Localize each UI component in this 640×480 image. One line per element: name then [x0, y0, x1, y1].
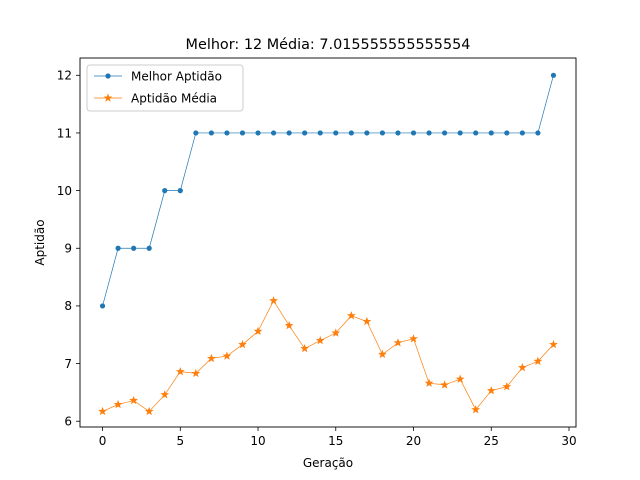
data-point [193, 130, 199, 136]
x-tick-label: 0 [99, 434, 107, 448]
legend-label: Aptidão Média [131, 91, 217, 105]
data-point [253, 326, 263, 336]
legend-marker [103, 93, 113, 102]
legend-label: Melhor Aptidão [131, 69, 222, 83]
x-tick-label: 30 [561, 434, 576, 448]
data-point [379, 130, 386, 136]
legend-box [86, 64, 244, 112]
x-axis-label: Geração [303, 456, 353, 470]
data-point [364, 130, 370, 136]
data-point [284, 320, 294, 330]
data-point [175, 367, 185, 376]
data-point [440, 380, 449, 389]
data-point [348, 130, 354, 136]
data-point [504, 130, 510, 136]
data-point [488, 130, 494, 136]
data-point [517, 363, 527, 372]
data-point [146, 245, 152, 251]
legend: Melhor Aptidão Aptidão Média [86, 64, 244, 112]
data-point [442, 130, 448, 136]
legend-item: Aptidão Média [94, 91, 217, 105]
chart-title: Melhor: 12 Média: 7.015555555555554 [186, 37, 471, 53]
data-point [395, 130, 401, 136]
data-point [224, 130, 230, 136]
plot-area [98, 72, 558, 416]
data-point [424, 378, 434, 387]
series-line [102, 300, 554, 412]
legend-item: Melhor Aptidão [94, 69, 222, 83]
data-point [346, 311, 356, 320]
data-point [144, 406, 154, 416]
data-point [533, 356, 543, 365]
data-point [162, 188, 168, 194]
y-axis-label: Aptidão [33, 219, 47, 265]
data-point [502, 382, 512, 391]
data-point [410, 130, 417, 136]
data-point [473, 130, 479, 136]
data-point [549, 339, 558, 349]
y-tick-label: 11 [57, 126, 72, 140]
data-point [207, 353, 216, 363]
data-point [222, 351, 232, 360]
data-point [177, 188, 183, 194]
data-point [160, 390, 170, 399]
data-point [535, 130, 541, 136]
data-point [191, 368, 201, 378]
y-tick-label: 8 [64, 299, 72, 313]
series-aptidao-media [98, 296, 558, 416]
data-point [269, 296, 278, 305]
data-point [457, 130, 463, 136]
data-point [455, 374, 465, 383]
y-axis-ticks: 6 7 8 9 10 11 12 [57, 69, 80, 429]
data-point [317, 130, 323, 136]
data-point [471, 405, 481, 414]
data-point [99, 303, 106, 309]
data-point [486, 386, 496, 395]
x-tick-label: 25 [484, 434, 499, 448]
y-tick-label: 12 [57, 69, 72, 83]
data-point [333, 130, 339, 136]
data-point [129, 395, 139, 405]
data-point [393, 338, 403, 347]
data-point [131, 245, 137, 251]
y-tick-label: 6 [64, 415, 72, 429]
series-melhor-aptidao [99, 72, 557, 309]
data-point [550, 72, 557, 78]
data-point [362, 316, 372, 326]
data-point [270, 130, 277, 136]
data-point [286, 130, 292, 136]
data-point [331, 328, 341, 337]
y-tick-label: 7 [64, 357, 72, 371]
x-axis-ticks: 0 5 10 15 20 25 30 [99, 427, 577, 448]
x-tick-label: 20 [406, 434, 421, 448]
data-point [378, 349, 387, 359]
x-tick-label: 15 [328, 434, 343, 448]
y-tick-label: 9 [64, 242, 72, 256]
x-tick-label: 10 [250, 434, 265, 448]
data-point [208, 130, 214, 136]
axes-frame [79, 57, 577, 428]
legend-marker [105, 73, 111, 79]
data-point [115, 245, 121, 251]
data-point [300, 343, 310, 353]
data-point [98, 406, 107, 416]
x-tick-label: 5 [176, 434, 184, 448]
data-point [238, 339, 247, 349]
data-point [315, 335, 325, 345]
data-point [255, 130, 261, 136]
data-point [302, 130, 308, 136]
data-point [409, 334, 418, 343]
y-tick-label: 10 [57, 184, 72, 198]
data-point [113, 399, 123, 409]
data-point [519, 130, 525, 136]
data-point [239, 130, 246, 136]
data-point [426, 130, 432, 136]
